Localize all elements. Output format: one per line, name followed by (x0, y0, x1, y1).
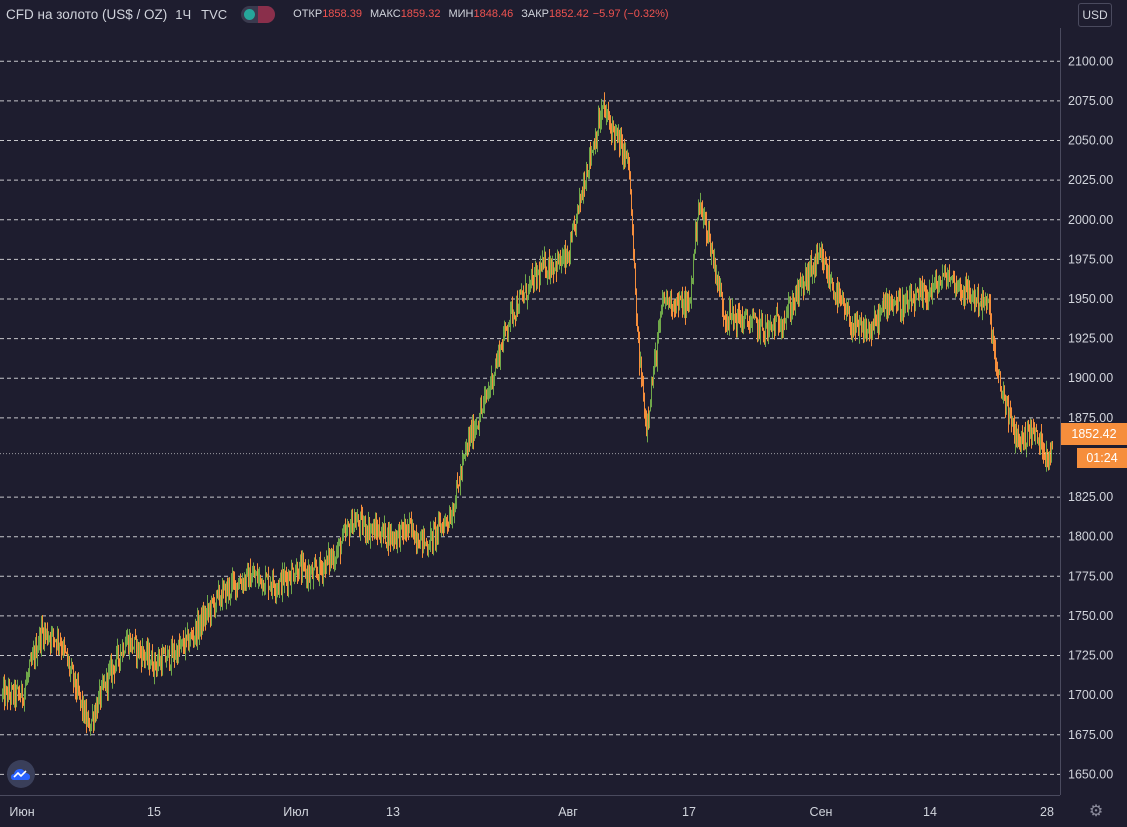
y-tick-label: 2075.00 (1068, 94, 1113, 108)
market-status-dot-icon (244, 8, 256, 20)
tradingview-cloud-icon[interactable] (7, 760, 35, 788)
y-tick-label: 1975.00 (1068, 252, 1113, 266)
exchange-label: TVC (201, 6, 228, 22)
high-label: МАКС (369, 8, 401, 20)
y-tick-label: 2050.00 (1068, 134, 1113, 148)
y-tick-label: 1925.00 (1068, 332, 1113, 346)
y-tick-label: 2025.00 (1068, 173, 1113, 187)
low-label: МИН (448, 8, 474, 20)
low-value: 1848.46 (473, 8, 514, 20)
bar-countdown-label: 01:24 (1077, 448, 1127, 468)
y-tick-label: 1725.00 (1068, 649, 1113, 663)
x-tick-label: 13 (386, 805, 400, 819)
price-axis[interactable]: 2100.00 2075.00 2050.00 2025.00 2000.00 1975.… (1068, 54, 1113, 781)
interval-label[interactable]: 1Ч (175, 6, 192, 22)
x-tick-label: Сен (810, 805, 833, 819)
y-tick-label: 1875.00 (1068, 411, 1113, 425)
y-tick-label: 1675.00 (1068, 728, 1113, 742)
y-tick-label: 1950.00 (1068, 292, 1113, 306)
open-value: 1858.39 (322, 8, 362, 20)
y-tick-label: 1825.00 (1068, 490, 1113, 504)
last-price-label: 1852.42 (1061, 423, 1127, 445)
close-label: ЗАКР (521, 8, 549, 20)
x-tick-label: Июл (283, 805, 308, 819)
high-value: 1859.32 (400, 8, 441, 20)
y-tick-label: 1750.00 (1068, 609, 1113, 623)
time-axis[interactable]: Июн 15 Июл 13 Авг 17 Сен 14 28 (9, 805, 1054, 819)
x-tick-label: Июн (9, 805, 34, 819)
y-tick-label: 1700.00 (1068, 688, 1113, 702)
x-tick-label: 17 (682, 805, 696, 819)
y-tick-label: 2000.00 (1068, 213, 1113, 227)
y-tick-label: 2100.00 (1068, 54, 1113, 68)
y-tick-label: 1800.00 (1068, 530, 1113, 544)
x-tick-label: Авг (558, 805, 578, 819)
close-value: 1852.42 (548, 8, 589, 20)
open-label: ОТКР (293, 8, 323, 20)
currency-button[interactable]: USD (1078, 3, 1112, 27)
x-tick-label: 14 (923, 805, 937, 819)
toggle-half (258, 5, 276, 23)
y-tick-label: 1650.00 (1068, 767, 1113, 781)
y-tick-label: 1775.00 (1068, 569, 1113, 583)
change-value: −5.97 (−0.32%) (592, 8, 669, 20)
x-tick-label: 28 (1040, 805, 1054, 819)
ohlc-values: ОТКР 1858.39 МАКС 1859.32 МИН 1848.46 ЗАКР 1… (289, 8, 672, 20)
x-tick-label: 15 (147, 805, 161, 819)
gear-icon[interactable]: ⚙ (1088, 803, 1104, 820)
market-status-toggle[interactable] (241, 5, 276, 23)
y-tick-label: 1900.00 (1068, 371, 1113, 385)
symbol-title[interactable]: CFD на золото (US$ / OZ) (6, 6, 168, 22)
legend-header: CFD на золото (US$ / OZ) 1Ч TVC ОТКР 1858… (0, 0, 673, 28)
candle-wicks (2, 92, 1053, 736)
